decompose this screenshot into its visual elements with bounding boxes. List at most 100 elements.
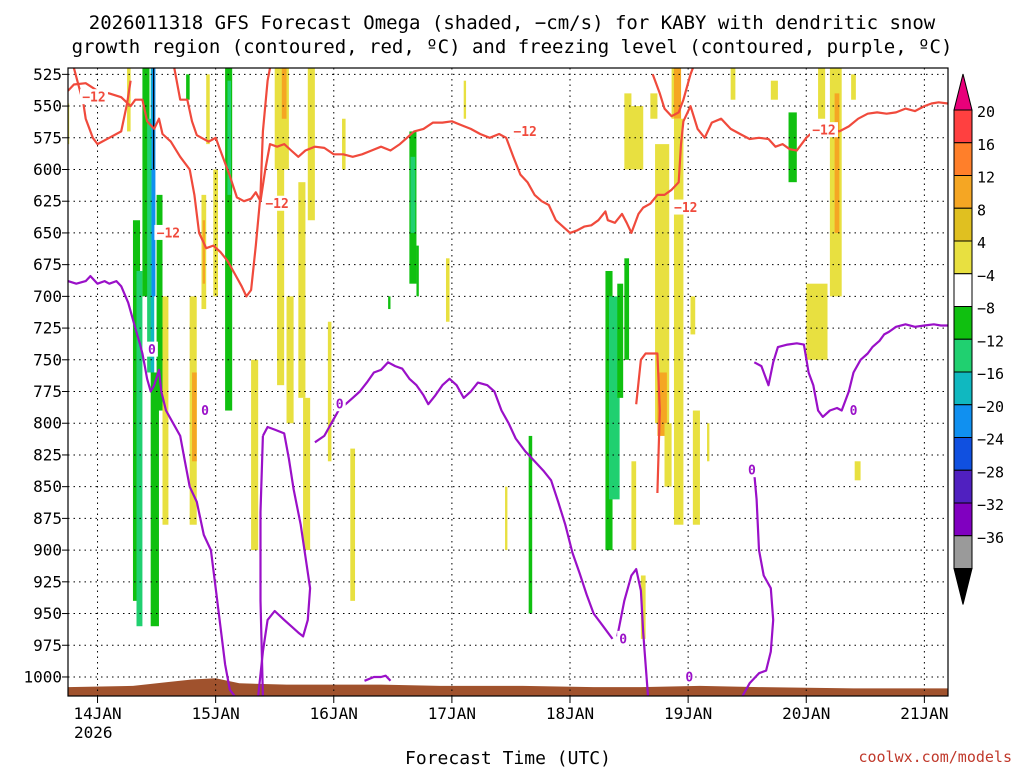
colorbar-swatch-9 (953, 371, 973, 406)
y-tick-label-800: 800 (33, 414, 62, 433)
freezing-level-contour-10 (616, 567, 650, 696)
omega-shade-patch-41 (608, 296, 620, 500)
omega-shade-patch-14 (192, 372, 197, 462)
contour-label-1: −12 (157, 226, 180, 241)
y-tick-label-875: 875 (33, 509, 62, 528)
colorbar-label-8: −16 (977, 365, 1004, 383)
colorbar-label-10: −24 (977, 431, 1004, 449)
gridlines (68, 68, 948, 696)
contour-label-4: −12 (674, 201, 697, 216)
omega-shading-layer (68, 68, 861, 639)
y-tick-label-850: 850 (33, 477, 62, 496)
omega-shade-patch-1 (127, 68, 131, 132)
omega-shade-patch-25 (286, 296, 294, 424)
y-tick-label-650: 650 (33, 223, 62, 242)
omega-shade-patch-37 (463, 80, 467, 119)
omega-shade-patch-24 (281, 68, 287, 119)
freezing-level-contour-5 (68, 275, 236, 696)
colorbar-label-9: −20 (977, 398, 1004, 416)
colorbar-swatch-12 (953, 469, 973, 504)
omega-shade-patch-54 (673, 118, 684, 525)
colorbar-swatch-7 (953, 306, 973, 340)
x-year-label: 2026 (74, 723, 113, 742)
dendritic-contour-0 (68, 68, 272, 298)
y-tick-label-525: 525 (33, 65, 62, 84)
colorbar-swatch-8 (953, 338, 973, 373)
omega-shade-patch-57 (707, 423, 710, 462)
omega-shade-patch-47 (629, 106, 644, 170)
omega-shade-patch-44 (631, 461, 637, 551)
omega-shade-patch-49 (655, 144, 670, 424)
colorbar-swatch-4 (953, 207, 973, 242)
omega-shade-patch-17 (206, 74, 210, 145)
dendritic-contour-4 (635, 352, 661, 494)
omega-shade-patch-45 (640, 575, 646, 639)
colorbar-swatch-14 (953, 535, 973, 569)
omega-shade-patch-5 (147, 118, 154, 373)
contour-label-5: −12 (812, 124, 835, 139)
omega-shade-patch-60 (788, 112, 797, 183)
contour-label-bg-9 (617, 630, 630, 646)
terrain-layer (68, 678, 948, 696)
colorbar-swatch-3 (953, 175, 973, 209)
y-tick-label-625: 625 (33, 192, 62, 211)
freezing-level-contour-11 (741, 463, 775, 696)
contour-label-10: 0 (685, 670, 693, 685)
colorbar-label-7: −12 (977, 332, 1004, 350)
omega-shade-patch-21 (251, 359, 259, 551)
omega-shade-patch-59 (770, 80, 778, 100)
freezing-level-contour-6 (257, 425, 312, 696)
colorbar-swatch-6 (953, 273, 973, 307)
omega-shade-patch-56 (692, 410, 700, 525)
contour-label-bg-10 (683, 668, 696, 684)
y-tick-label-950: 950 (33, 604, 62, 623)
omega-shade-patch-62 (818, 68, 826, 119)
omega-shade-patch-8 (153, 68, 155, 170)
omega-shade-patch-20 (227, 80, 232, 195)
omega-shade-patch-16 (202, 220, 206, 284)
omega-shade-patch-66 (854, 461, 861, 481)
omega-shade-patch-23 (277, 169, 285, 386)
omega-shade-patch-31 (350, 448, 356, 601)
omega-shade-patch-36 (445, 258, 450, 322)
contour-label-11: 0 (748, 464, 756, 479)
contour-label-9: 0 (619, 632, 627, 647)
colorbar-label-5: −4 (977, 267, 995, 285)
x-tick-label-18JAN: 18JAN (546, 704, 594, 723)
contour-label-bg-8 (333, 396, 346, 412)
contour-label-12: 0 (850, 404, 858, 419)
omega-shade-patch-9 (150, 372, 159, 627)
contour-label-7: 0 (201, 404, 209, 419)
colorbar-top-arrow (953, 73, 973, 111)
x-tick-label-21JAN: 21JAN (900, 704, 948, 723)
colorbar-swatch-5 (953, 240, 973, 275)
omega-shade-patch-43 (624, 258, 630, 360)
omega-shade-patch-48 (650, 93, 658, 119)
y-tick-label-675: 675 (33, 255, 62, 274)
contour-label-layer: −12 −12 −12 −12 −12 −12 0 0 0 0 0 0 0 (79, 89, 860, 685)
omega-shade-patch-26 (298, 182, 306, 398)
omega-shade-patch-65 (851, 74, 856, 100)
freezing-level-contour-12 (753, 323, 948, 418)
omega-shade-patch-28 (307, 68, 315, 221)
y-tick-label-700: 700 (33, 287, 62, 306)
omega-shade-patch-53 (673, 68, 682, 119)
omega-shade-patch-27 (303, 397, 311, 551)
colorbar-swatch-1 (953, 109, 973, 144)
y-tick-label-775: 775 (33, 382, 62, 401)
colorbar-label-3: 8 (977, 201, 986, 219)
colorbar-swatch-10 (953, 404, 973, 438)
omega-shade-patch-61 (806, 283, 828, 360)
omega-shade-patch-7 (151, 68, 156, 297)
x-axis: 14JAN 15JAN 16JAN 17JAN 18JAN 19JAN 20JAN 21JAN (73, 696, 948, 723)
contour-label-8: 0 (336, 398, 344, 413)
y-axis: 525 550 575 600 625 650 675 700 725 750 775 800 825 8… (23, 65, 68, 686)
x-axis-title: Forecast Time (UTC) (405, 748, 611, 768)
x-tick-label-19JAN: 19JAN (664, 704, 712, 723)
contour-label-0: −12 (82, 91, 105, 106)
contour-label-bg-0 (79, 89, 108, 105)
omega-shade-patch-58 (730, 68, 736, 100)
y-tick-label-575: 575 (33, 128, 62, 147)
contour-label-3: −12 (513, 125, 536, 140)
colorbar-label-6: −8 (977, 300, 995, 318)
